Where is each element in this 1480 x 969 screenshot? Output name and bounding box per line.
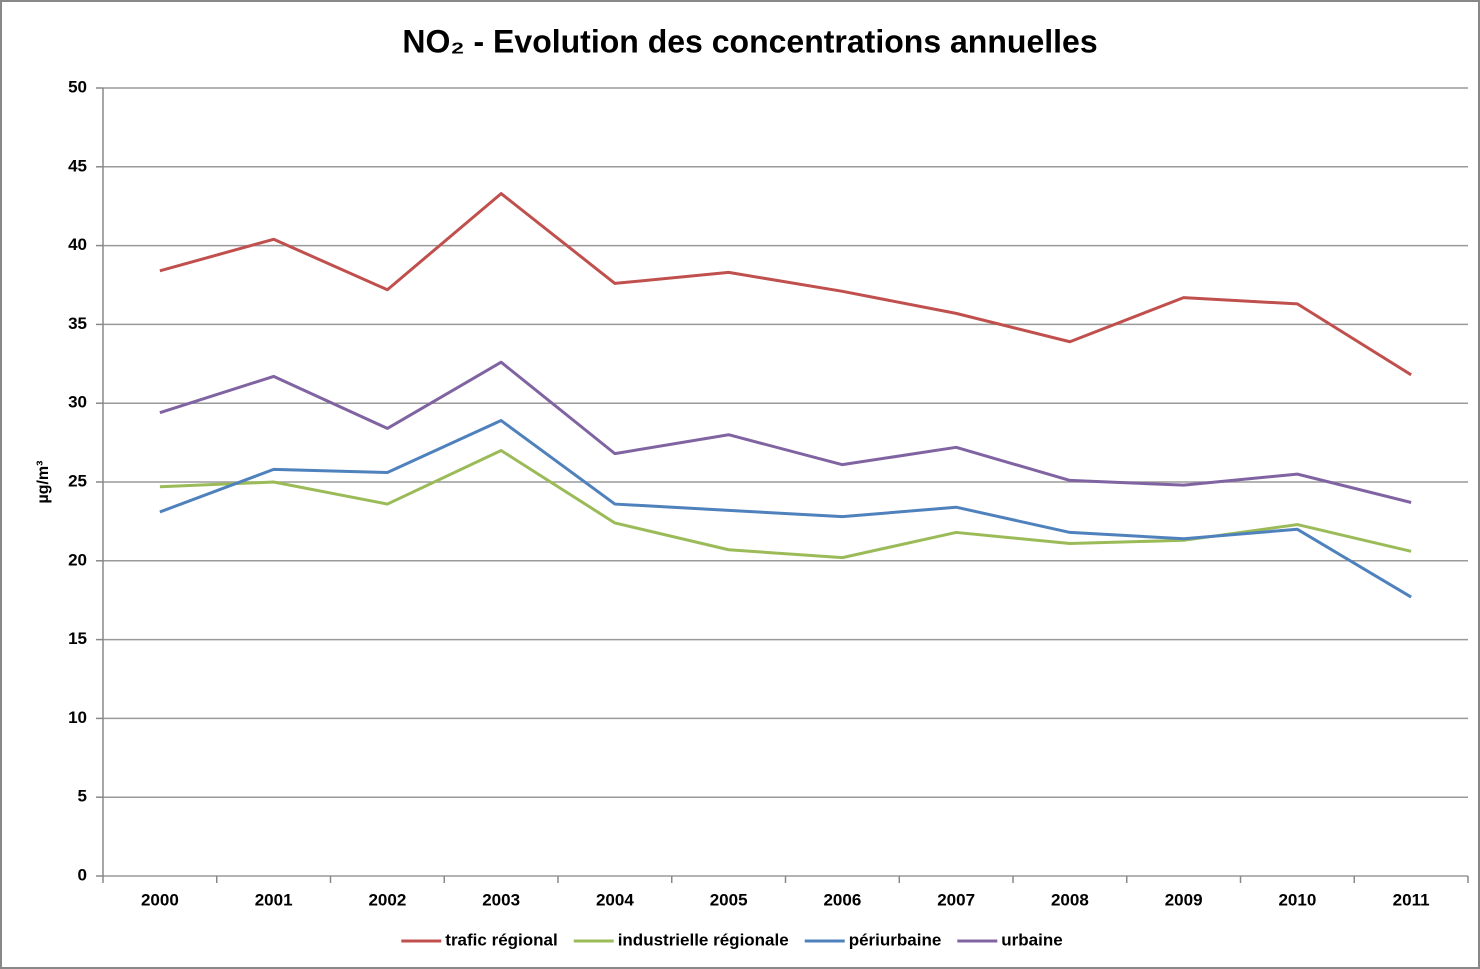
- y-tick-label: 35: [68, 314, 87, 333]
- x-tick-label: 2001: [255, 890, 293, 909]
- y-tick-label: 30: [68, 393, 87, 412]
- legend-label: urbaine: [1001, 930, 1062, 949]
- x-tick-label: 2010: [1278, 890, 1316, 909]
- x-tick-label: 2004: [596, 890, 634, 909]
- y-tick-label: 50: [68, 77, 87, 96]
- y-tick-label: 25: [68, 471, 87, 490]
- y-axis-label: µg/m³: [35, 461, 52, 504]
- y-tick-label: 5: [78, 787, 87, 806]
- y-tick-label: 15: [68, 629, 87, 648]
- x-tick-label: 2006: [823, 890, 861, 909]
- chart-title: NO₂ - Evolution des concentrations annue…: [402, 23, 1097, 59]
- legend-label: périurbaine: [849, 930, 942, 949]
- x-tick-label: 2008: [1051, 890, 1089, 909]
- x-tick-label: 2007: [937, 890, 975, 909]
- x-tick-label: 2005: [710, 890, 748, 909]
- series-line: [159, 192, 1412, 377]
- legend-label: industrielle régionale: [618, 930, 789, 949]
- x-tick-label: 2003: [482, 890, 520, 909]
- y-tick-label: 40: [68, 235, 87, 254]
- x-tick-label: 2011: [1393, 890, 1430, 909]
- y-tick-label: 10: [68, 708, 87, 727]
- x-tick-label: 2002: [368, 890, 406, 909]
- y-tick-label: 0: [78, 865, 87, 884]
- x-tick-label: 2009: [1165, 890, 1203, 909]
- x-tick-label: 2000: [141, 890, 179, 909]
- y-tick-label: 45: [68, 156, 87, 175]
- y-tick-label: 20: [68, 550, 87, 569]
- legend-label: trafic régional: [445, 930, 557, 949]
- series-line: [159, 419, 1412, 599]
- series-line: [159, 360, 1412, 504]
